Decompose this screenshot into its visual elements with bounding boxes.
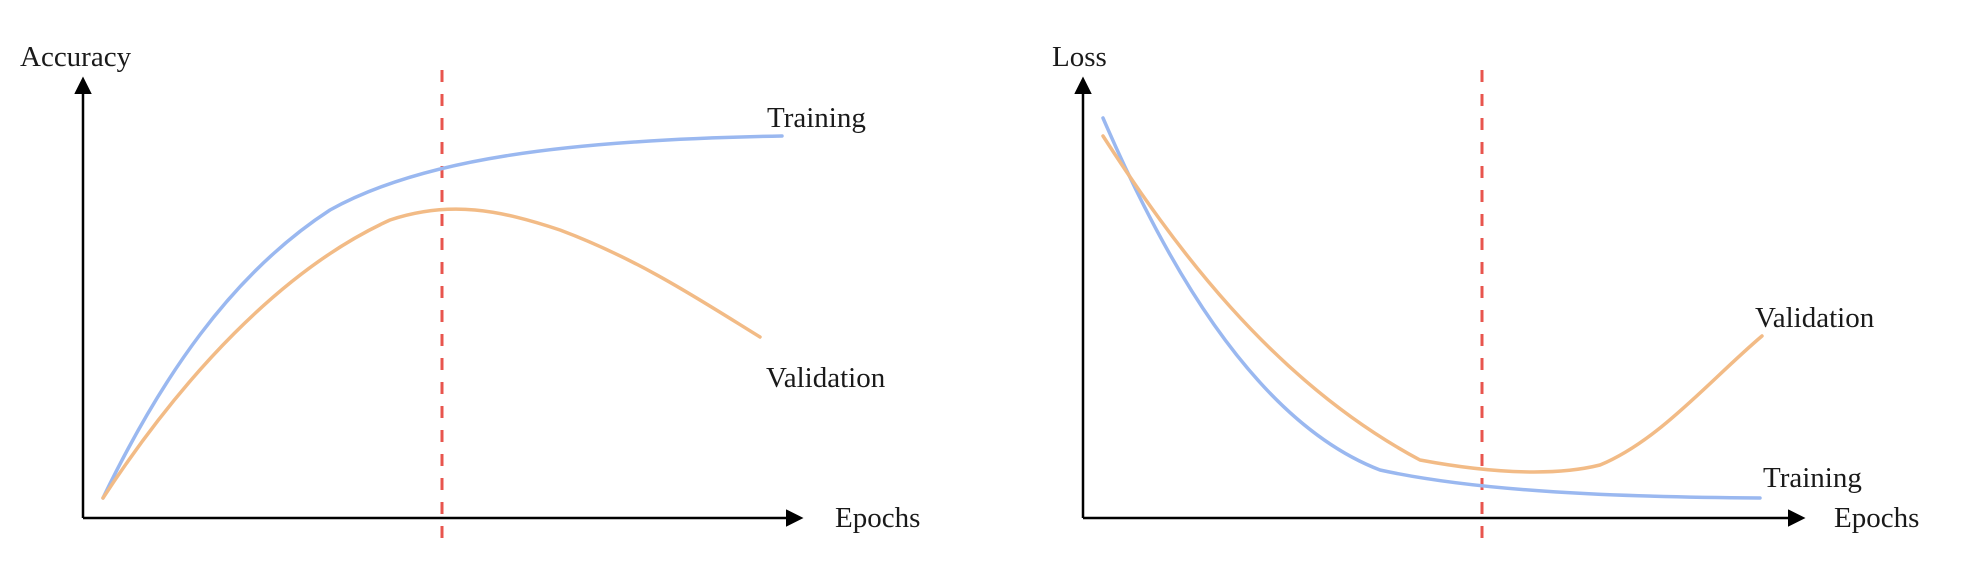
loss-training-curve (1101, 116, 1762, 500)
accuracy-validation-label: Validation (766, 362, 886, 394)
accuracy-training-curve (101, 134, 784, 500)
accuracy-x-axis-label: Epochs (835, 502, 920, 534)
accuracy-training-label: Training (767, 102, 866, 134)
loss-validation-curve (1101, 134, 1764, 474)
loss-panel: Loss Epochs Training Validation (1052, 41, 1919, 540)
loss-y-axis-label: Loss (1052, 41, 1107, 73)
accuracy-panel: Accuracy Epochs Training Validation (20, 41, 920, 540)
accuracy-validation-curve (101, 207, 762, 500)
loss-training-label: Training (1763, 462, 1862, 494)
loss-x-axis-label: Epochs (1834, 502, 1919, 534)
loss-validation-label: Validation (1755, 302, 1875, 334)
accuracy-y-axis-label: Accuracy (20, 41, 132, 73)
